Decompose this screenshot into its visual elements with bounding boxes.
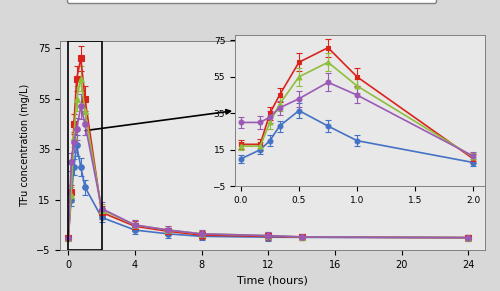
X-axis label: Time (hours): Time (hours) <box>237 276 308 285</box>
Legend: TFu suspension, cationic SLNs, anionic SLNs, liposomes: TFu suspension, cationic SLNs, anionic S… <box>67 0 436 3</box>
Y-axis label: TFu concentration (mg/L): TFu concentration (mg/L) <box>20 84 30 207</box>
Bar <box>68 41 102 250</box>
